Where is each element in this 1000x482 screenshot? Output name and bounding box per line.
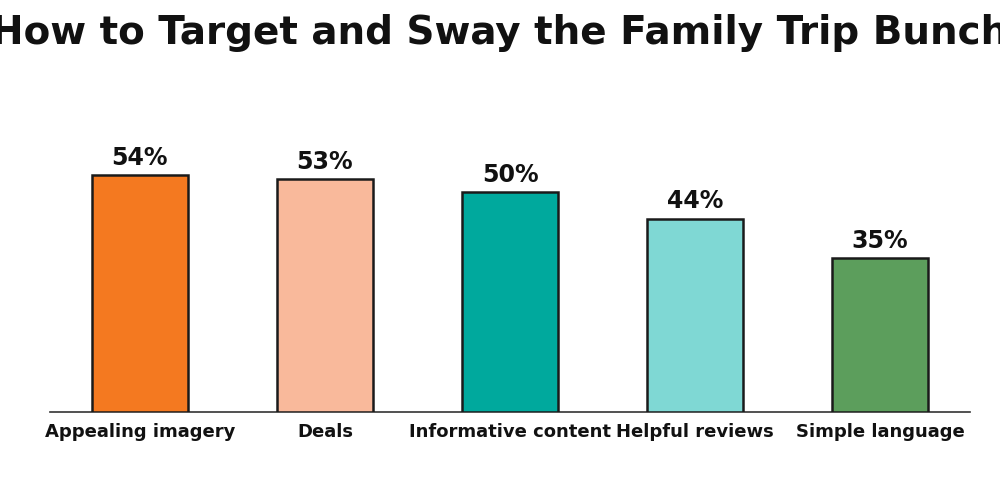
Text: TheShelf.com: TheShelf.com <box>30 443 167 461</box>
Text: 54%: 54% <box>112 146 168 170</box>
Bar <box>462 192 558 412</box>
Bar <box>832 258 928 412</box>
Bar <box>92 175 188 412</box>
Text: Ⓢ: Ⓢ <box>118 442 132 462</box>
Text: 44%: 44% <box>667 189 723 214</box>
Bar <box>277 179 373 412</box>
Bar <box>647 219 743 412</box>
Text: 53%: 53% <box>297 150 353 174</box>
Text: Source: Expedia Group Media Solutions: Source: Expedia Group Media Solutions <box>571 443 970 461</box>
Text: How to Target and Sway the Family Trip Bunch: How to Target and Sway the Family Trip B… <box>0 14 1000 53</box>
Text: 35%: 35% <box>852 229 908 253</box>
Text: 50%: 50% <box>482 163 538 187</box>
